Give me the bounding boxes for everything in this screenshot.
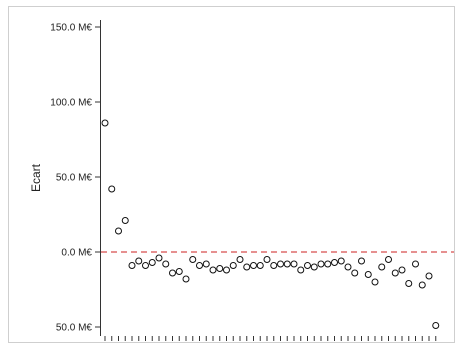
data-point — [142, 262, 149, 269]
data-point — [216, 265, 224, 272]
data-point — [277, 260, 284, 268]
data-point — [250, 262, 257, 269]
data-point — [189, 256, 197, 263]
data-point — [175, 268, 183, 275]
data-point — [344, 263, 352, 271]
data-point — [263, 256, 271, 263]
data-point — [378, 263, 386, 271]
data-point — [162, 260, 170, 268]
data-point — [324, 260, 332, 268]
data-point — [196, 262, 203, 269]
data-point — [243, 263, 251, 271]
data-point — [358, 257, 365, 265]
data-point — [331, 259, 338, 266]
data-point — [425, 272, 433, 280]
data-point — [209, 266, 217, 274]
y-tick-label: 150.0 M€ — [50, 23, 92, 34]
data-point — [155, 254, 163, 262]
chart-frame — [8, 6, 455, 343]
data-point — [169, 269, 176, 277]
data-point — [371, 278, 379, 286]
data-point — [412, 260, 419, 268]
data-point — [283, 260, 291, 268]
data-point — [398, 266, 406, 274]
data-points — [101, 119, 440, 329]
y-axis-title: Ecart — [29, 163, 43, 192]
data-point — [317, 260, 325, 268]
y-ticks: 150.0 M€ 100.0 M€ 50.0 M€ 0.0 M€ 50.0 M€ — [50, 23, 101, 334]
data-point — [337, 257, 345, 265]
data-point — [432, 322, 440, 329]
data-point — [101, 119, 109, 127]
data-point — [121, 217, 129, 224]
x-ticks — [104, 336, 437, 341]
data-point — [270, 262, 278, 269]
y-tick-label: 50.0 M€ — [56, 173, 93, 184]
y-tick-label: 0.0 M€ — [61, 248, 92, 259]
data-point — [135, 257, 143, 265]
data-point — [148, 259, 156, 266]
y-tick-label: 50.0 M€ — [56, 323, 93, 334]
data-point — [229, 262, 237, 269]
data-point — [115, 227, 122, 235]
data-point — [405, 280, 413, 287]
data-point — [202, 260, 210, 268]
data-point — [290, 260, 298, 268]
data-point — [297, 266, 305, 274]
y-tick-label: 100.0 M€ — [50, 98, 92, 109]
data-point — [128, 262, 136, 269]
data-point — [418, 281, 426, 289]
data-point — [256, 262, 264, 269]
data-point — [182, 275, 190, 283]
data-point — [351, 269, 359, 277]
data-point — [304, 262, 311, 269]
data-point — [236, 256, 244, 263]
data-point — [223, 266, 230, 274]
data-point — [364, 271, 372, 278]
data-point — [108, 185, 116, 193]
data-point — [310, 263, 318, 271]
data-point — [385, 256, 392, 263]
data-point — [391, 269, 399, 277]
